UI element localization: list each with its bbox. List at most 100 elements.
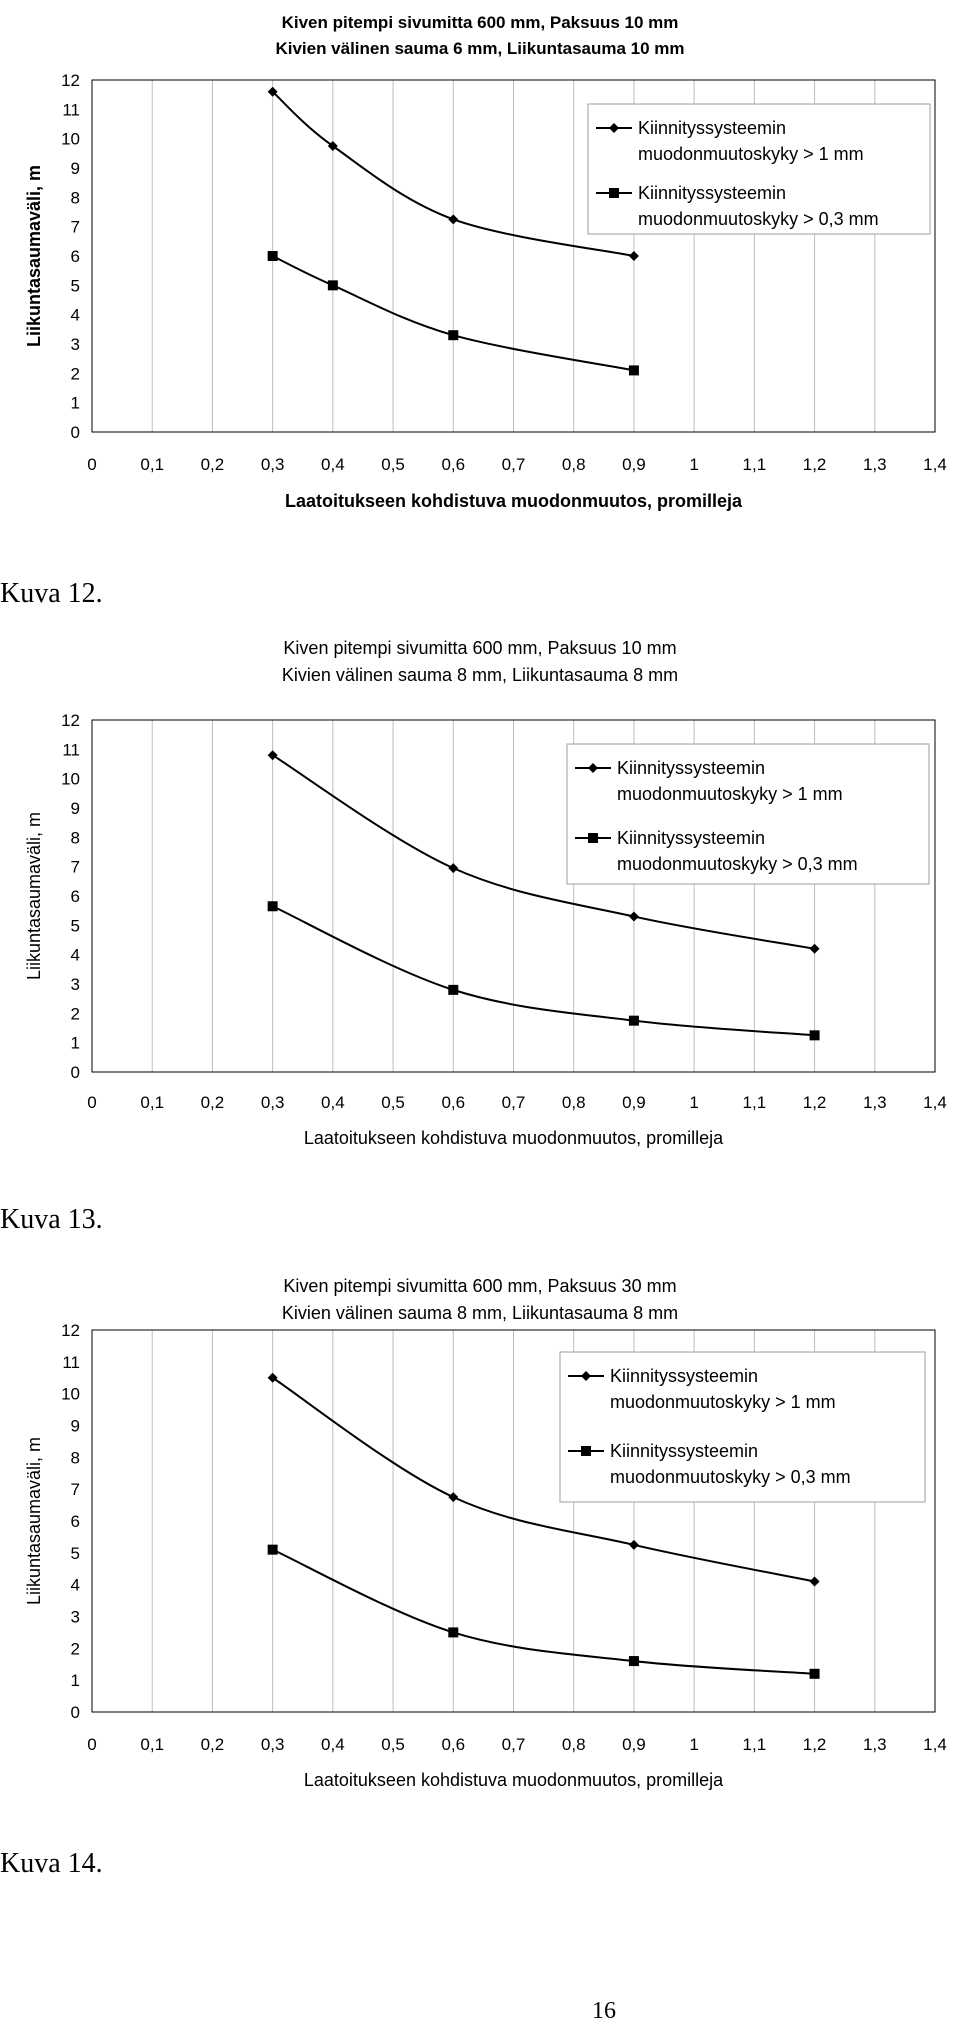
data-point-square xyxy=(809,1030,820,1041)
x-tick-label: 0,8 xyxy=(562,1093,586,1112)
data-point-square xyxy=(628,1656,639,1667)
y-tick-label: 3 xyxy=(71,335,80,354)
legend-marker-diamond xyxy=(609,123,619,133)
series-line-0 xyxy=(272,754,815,950)
data-point-diamond xyxy=(628,1539,639,1550)
y-tick-label: 6 xyxy=(71,247,80,266)
x-tick-label: 0,7 xyxy=(502,455,526,474)
x-tick-label: 0,2 xyxy=(201,455,225,474)
legend-marker-square xyxy=(581,1446,591,1456)
x-tick-label: 1 xyxy=(689,1093,698,1112)
data-point-square xyxy=(448,984,459,995)
y-tick-label: 4 xyxy=(71,946,80,965)
y-tick-label: 2 xyxy=(71,1639,80,1658)
series-line-0 xyxy=(271,90,635,257)
legend-marker-square xyxy=(588,833,598,843)
legend-entry-text: Kiinnityssysteemin xyxy=(617,758,765,778)
x-tick-label: 0,5 xyxy=(381,1735,405,1754)
legend-entry-text: Kiinnityssysteemin xyxy=(610,1366,758,1386)
x-tick-label: 1,2 xyxy=(803,1735,827,1754)
x-tick-label: 0,3 xyxy=(261,1093,285,1112)
plot-area xyxy=(91,719,936,1073)
data-point-diamond xyxy=(327,141,338,151)
y-tick-label: 5 xyxy=(71,1544,80,1563)
y-tick-label: 4 xyxy=(71,1576,80,1595)
y-tick-label: 5 xyxy=(71,276,80,295)
y-tick-label: 10 xyxy=(61,130,80,149)
x-tick-label: 0,2 xyxy=(201,1735,225,1754)
x-tick-label: 1,2 xyxy=(803,455,827,474)
y-tick-label: 9 xyxy=(71,799,80,818)
chart-kuva-14: Kiven pitempi sivumitta 600 mm, Paksuus … xyxy=(24,1276,947,1790)
y-tick-label: 12 xyxy=(61,1321,80,1340)
chart-title-line: Kiven pitempi sivumitta 600 mm, Paksuus … xyxy=(282,13,679,32)
x-tick-label: 1,4 xyxy=(923,455,947,474)
chart-title-line: Kivien välinen sauma 8 mm, Liikuntasauma… xyxy=(282,1303,678,1323)
data-point-square xyxy=(327,280,338,291)
legend-entry-text: Kiinnityssysteemin xyxy=(638,183,786,203)
x-tick-label: 1,3 xyxy=(863,455,887,474)
y-tick-label: 7 xyxy=(71,218,80,237)
x-tick-label: 0,2 xyxy=(201,1093,225,1112)
x-tick-label: 0,7 xyxy=(502,1093,526,1112)
data-point-square xyxy=(448,330,459,341)
y-tick-label: 1 xyxy=(71,1034,80,1053)
x-tick-label: 1,1 xyxy=(743,1735,767,1754)
series-line-1 xyxy=(272,1548,815,1675)
legend-entry-text: muodonmuutoskyky > 0,3 mm xyxy=(617,854,858,874)
plot-area xyxy=(91,79,936,433)
data-point-diamond xyxy=(809,943,820,954)
data-point-square xyxy=(448,1627,459,1638)
y-tick-label: 0 xyxy=(71,1063,80,1082)
x-tick-label: 0,8 xyxy=(562,455,586,474)
y-axis-label: Liikuntasaumaväli, m xyxy=(24,165,44,347)
legend-entry-text: Kiinnityssysteemin xyxy=(638,118,786,138)
y-axis-label: Liikuntasaumaväli, m xyxy=(24,1437,44,1605)
legend-entry-text: muodonmuutoskyky > 0,3 mm xyxy=(638,209,879,229)
data-point-square xyxy=(267,251,278,261)
series-line-1 xyxy=(272,255,635,372)
y-tick-label: 6 xyxy=(71,1512,80,1531)
x-tick-label: 0 xyxy=(87,1735,96,1754)
legend-entry-text: muodonmuutoskyky > 0,3 mm xyxy=(610,1467,851,1487)
series-line-1 xyxy=(272,905,815,1037)
y-tick-label: 12 xyxy=(61,71,80,90)
y-tick-label: 7 xyxy=(71,1480,80,1499)
x-tick-label: 0,1 xyxy=(140,1093,164,1112)
legend-box xyxy=(587,103,931,235)
y-tick-label: 5 xyxy=(71,916,80,935)
y-tick-label: 0 xyxy=(71,1703,80,1722)
y-tick-label: 3 xyxy=(71,975,80,994)
legend-marker-diamond xyxy=(581,1371,591,1381)
y-axis-label: Liikuntasaumaväli, m xyxy=(24,812,44,980)
y-tick-label: 12 xyxy=(61,711,80,730)
caption-kuva-13: Kuva 13. xyxy=(0,1204,103,1235)
chart-title-line: Kiven pitempi sivumitta 600 mm, Paksuus … xyxy=(283,1276,676,1296)
x-tick-label: 0,6 xyxy=(441,455,465,474)
data-point-diamond xyxy=(267,750,278,761)
y-tick-label: 9 xyxy=(71,159,80,178)
y-tick-label: 6 xyxy=(71,887,80,906)
data-point-square xyxy=(809,1668,820,1679)
data-point-diamond xyxy=(448,214,459,225)
x-tick-label: 0,3 xyxy=(261,455,285,474)
x-axis-label: Laatoitukseen kohdistuva muodonmuutos, p… xyxy=(285,491,743,511)
x-tick-label: 0,1 xyxy=(140,1735,164,1754)
data-point-square xyxy=(267,1544,278,1555)
x-tick-label: 1,1 xyxy=(743,455,767,474)
y-tick-label: 10 xyxy=(61,770,80,789)
x-tick-label: 0,9 xyxy=(622,1735,646,1754)
chart-kuva-12: Kiven pitempi sivumitta 600 mm, Paksuus … xyxy=(24,13,947,511)
x-tick-label: 1,2 xyxy=(803,1093,827,1112)
chart-title-line: Kivien välinen sauma 6 mm, Liikuntasauma… xyxy=(275,39,684,58)
y-tick-label: 8 xyxy=(71,188,80,207)
legend-entry-text: muodonmuutoskyky > 1 mm xyxy=(638,144,864,164)
x-tick-label: 1,1 xyxy=(743,1093,767,1112)
y-tick-label: 3 xyxy=(71,1608,80,1627)
data-point-square xyxy=(628,365,639,376)
y-tick-label: 8 xyxy=(71,1448,80,1467)
legend-entry-text: Kiinnityssysteemin xyxy=(617,828,765,848)
x-tick-label: 0,6 xyxy=(441,1093,465,1112)
caption-kuva-12: Kuva 12. xyxy=(0,578,103,609)
y-tick-label: 0 xyxy=(71,423,80,442)
